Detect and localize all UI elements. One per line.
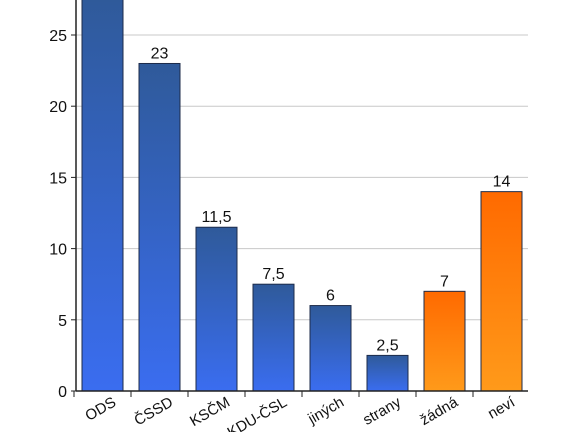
y-tick-label: 5	[58, 313, 67, 330]
data-label: 23	[151, 45, 169, 62]
y-tick-label: 20	[49, 99, 67, 116]
y-tick-label: 10	[49, 242, 67, 259]
data-labels: 23 11,5 7,5 6 2,5 7 14	[151, 45, 511, 354]
category-label: ČSSD	[131, 394, 176, 430]
bar	[81, 0, 124, 392]
bar	[480, 191, 523, 392]
bar	[309, 305, 352, 392]
category-label: žádná	[417, 393, 461, 428]
bar	[138, 62, 181, 392]
bar	[252, 283, 295, 392]
category-label: neví	[485, 393, 519, 422]
data-label: 7	[440, 273, 449, 290]
y-tick-label: 15	[49, 170, 67, 187]
category-label: jiných	[304, 394, 347, 428]
data-label: 6	[326, 288, 335, 305]
y-tick-label: 25	[49, 28, 67, 45]
data-label: 11,5	[202, 209, 232, 226]
category-label: ODS	[82, 394, 119, 425]
data-label: 2,5	[376, 337, 398, 354]
bar	[195, 226, 238, 392]
bar	[423, 290, 466, 392]
y-axis-ticks: 0 5 10 15 20 25	[49, 28, 67, 401]
category-label: strany	[360, 393, 404, 428]
category-label: KDU-ČSL	[224, 394, 290, 432]
y-tick-label: 0	[58, 384, 67, 401]
data-label: 14	[493, 174, 511, 191]
bar	[366, 354, 409, 392]
data-label: 7,5	[262, 266, 284, 283]
bars	[81, 0, 523, 392]
